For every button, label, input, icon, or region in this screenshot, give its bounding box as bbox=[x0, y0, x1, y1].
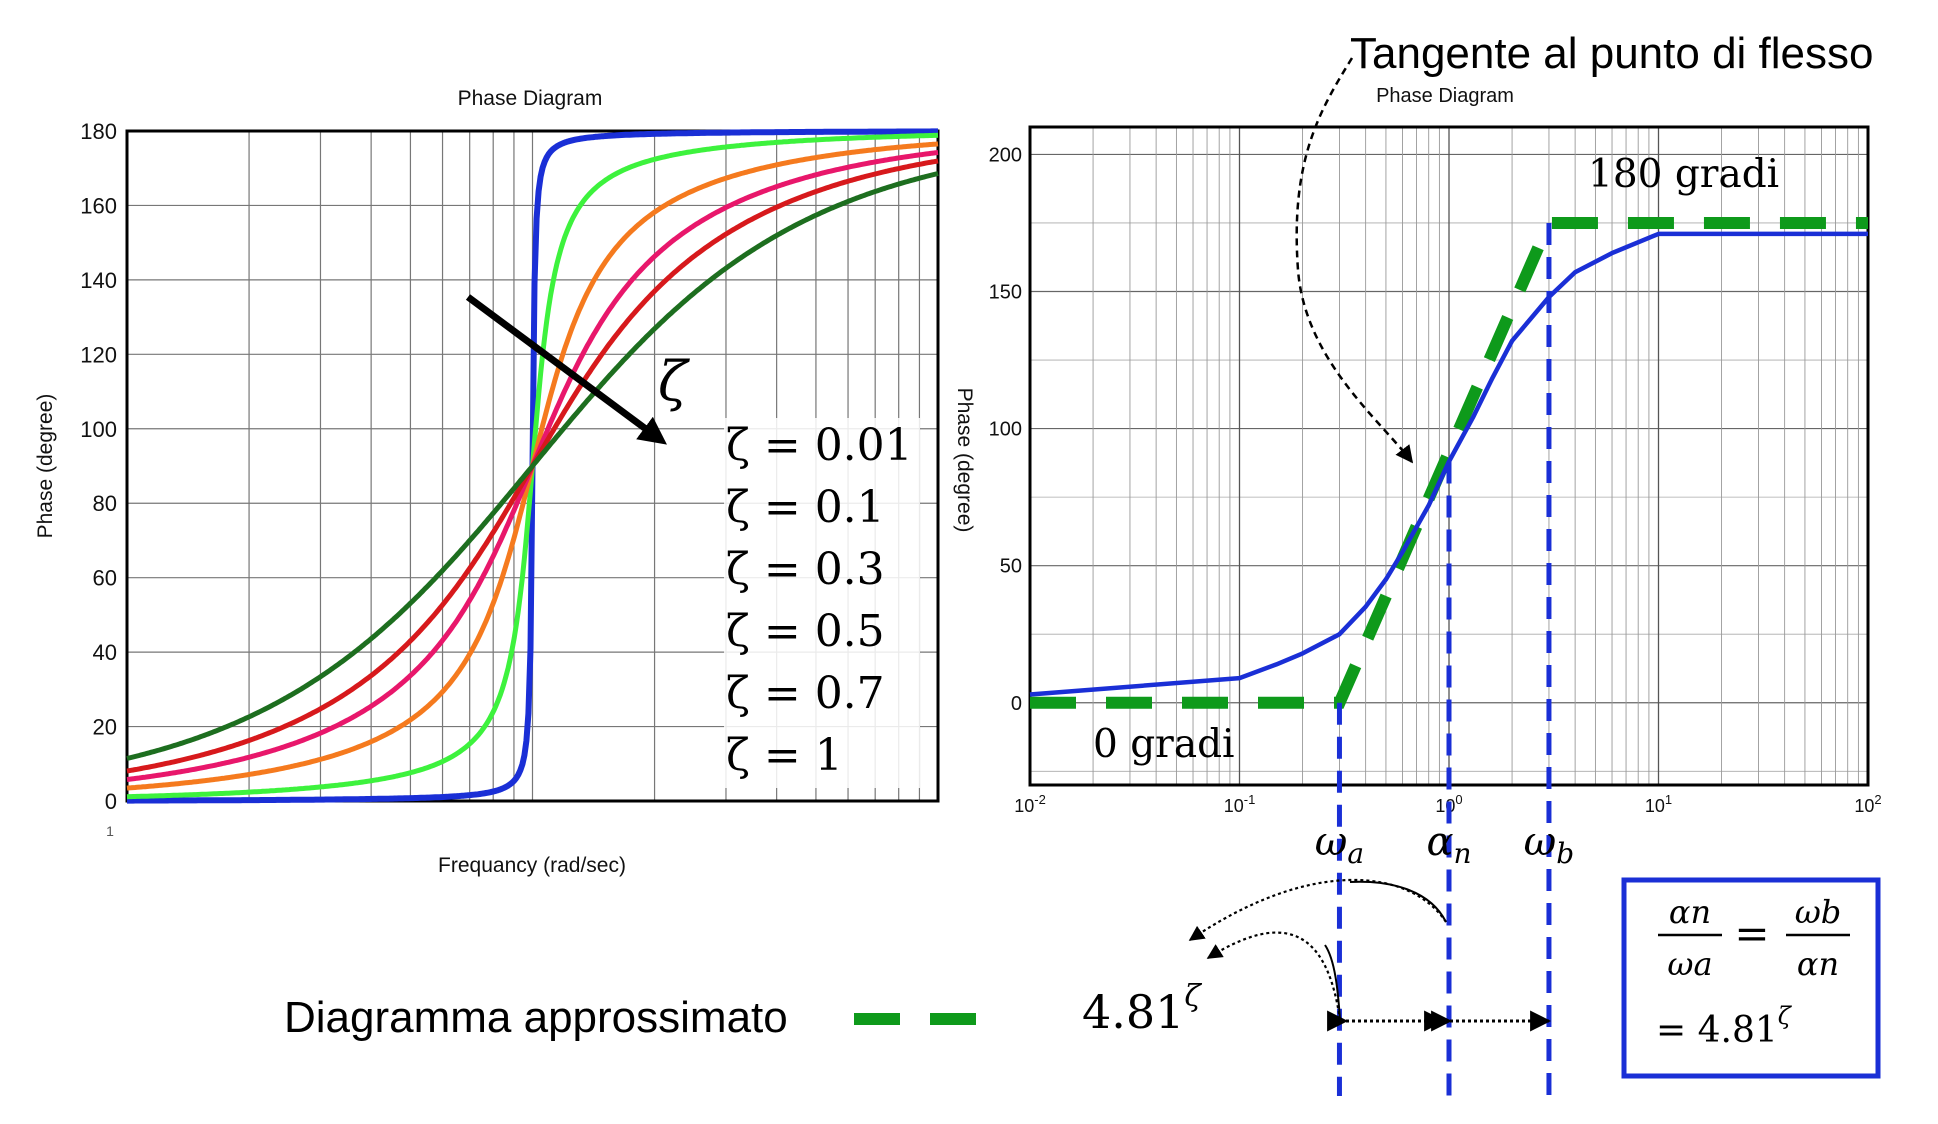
frequency-markers: ωa αn ωb bbox=[1315, 223, 1574, 1096]
left-y-axis-label: Phase (degree) bbox=[34, 394, 57, 539]
right-xtick-label: 101 bbox=[1645, 792, 1672, 816]
zeta-arrow-label: ζ bbox=[658, 350, 690, 413]
right-ytick-labels: 0 50 100 150 200 bbox=[989, 144, 1022, 714]
left-ytick-label: 0 bbox=[105, 789, 117, 814]
freq-label-wa: ωa bbox=[1315, 819, 1364, 870]
zeta-legend-item: ζ = 0.01 bbox=[726, 420, 913, 471]
freq-label-wb: ωb bbox=[1524, 819, 1575, 870]
formula-box: αn ωa = ωb αn = 4.81ζ bbox=[1624, 880, 1878, 1076]
left-ytick-label: 100 bbox=[80, 417, 117, 442]
right-xtick-label: 102 bbox=[1854, 792, 1881, 816]
right-ytick-label: 100 bbox=[989, 419, 1022, 441]
right-chart-title: Phase Diagram bbox=[1376, 85, 1514, 107]
left-ytick-label: 40 bbox=[93, 640, 117, 665]
zeta-legend-item: ζ = 0.5 bbox=[726, 606, 885, 657]
right-y-axis-label: Phase (degree) bbox=[953, 388, 976, 533]
ratio-label: 4.81ζ bbox=[1082, 979, 1202, 1039]
formula-eq: = bbox=[1734, 909, 1769, 958]
formula-rhs-num: ωb bbox=[1795, 893, 1842, 931]
left-ytick-labels: 0 20 40 60 80 100 120 140 160 180 bbox=[80, 119, 117, 814]
left-ytick-label: 180 bbox=[80, 119, 117, 144]
zeta-legend-item: ζ = 1 bbox=[726, 730, 843, 781]
left-chart-title: Phase Diagram bbox=[458, 87, 603, 110]
ratio-arrow-lower bbox=[1208, 933, 1340, 1020]
formula-lhs-den: ωa bbox=[1667, 945, 1712, 983]
formula-result: = 4.81ζ bbox=[1656, 1002, 1793, 1051]
approx-legend-label: Diagramma approssimato bbox=[284, 993, 788, 1042]
zeta-legend-item: ζ = 0.1 bbox=[726, 482, 885, 533]
left-phase-chart: 0 20 40 60 80 100 120 140 160 180 Phase Diagram P… bbox=[34, 87, 938, 877]
freq-label-an: αn bbox=[1426, 819, 1471, 870]
formula-lhs-num: αn bbox=[1669, 893, 1711, 931]
left-ytick-label: 20 bbox=[93, 715, 117, 740]
left-ytick-label: 60 bbox=[93, 566, 117, 591]
label-0-gradi: 0 gradi bbox=[1093, 722, 1235, 767]
zeta-legend-item: ζ = 0.7 bbox=[726, 668, 885, 719]
right-phase-chart: 0 50 100 150 200 10-2 10-1 100 101 102 Phase Dia… bbox=[953, 85, 1882, 816]
right-xtick-label: 10-2 bbox=[1014, 792, 1046, 816]
right-ytick-label: 50 bbox=[1000, 556, 1022, 578]
left-xtick-label: 1 bbox=[106, 823, 114, 839]
left-x-axis-label: Frequancy (rad/sec) bbox=[438, 854, 626, 877]
tangent-dashed-arrow bbox=[1297, 58, 1412, 462]
left-ytick-label: 80 bbox=[93, 491, 117, 516]
tangent-annotation: Tangente al punto di flesso bbox=[1350, 29, 1874, 78]
formula-rhs-den: αn bbox=[1797, 945, 1839, 983]
zeta-legend: ζ = 0.01 ζ = 0.1 ζ = 0.3 ζ = 0.5 ζ = 0.7 ζ = … bbox=[724, 418, 920, 788]
zeta-legend-item: ζ = 0.3 bbox=[726, 544, 885, 595]
right-ytick-label: 0 bbox=[1011, 693, 1022, 715]
right-ytick-label: 150 bbox=[989, 282, 1022, 304]
right-xtick-label: 10-1 bbox=[1224, 792, 1256, 816]
left-ytick-label: 160 bbox=[80, 193, 117, 218]
label-180-gradi: 180 gradi bbox=[1588, 152, 1779, 197]
left-ytick-label: 120 bbox=[80, 342, 117, 367]
right-ytick-label: 200 bbox=[989, 144, 1022, 166]
left-ytick-label: 140 bbox=[80, 268, 117, 293]
